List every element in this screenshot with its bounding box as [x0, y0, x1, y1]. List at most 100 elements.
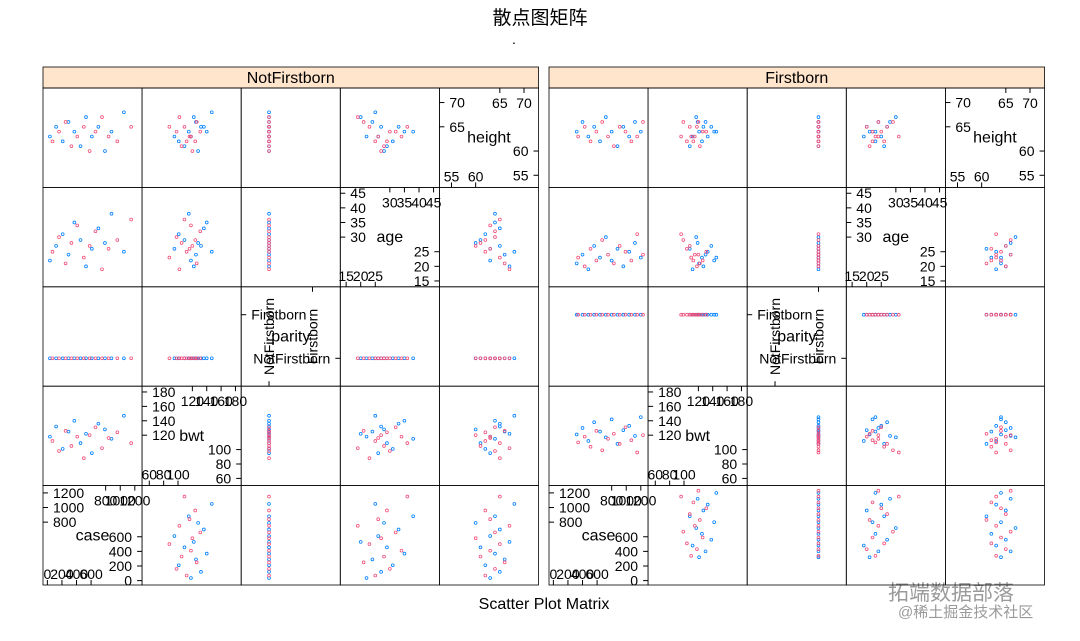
point	[681, 120, 686, 124]
point	[103, 356, 107, 361]
point	[267, 563, 271, 568]
point	[190, 536, 195, 541]
point	[498, 527, 502, 532]
point	[582, 434, 587, 439]
point	[696, 120, 701, 124]
point	[396, 356, 401, 361]
point	[382, 521, 386, 525]
x-tick-label: 120	[181, 393, 205, 409]
point	[182, 545, 187, 550]
point	[580, 252, 585, 257]
point	[1004, 420, 1008, 425]
point	[885, 420, 889, 425]
point	[816, 506, 821, 511]
point	[816, 442, 821, 446]
point	[103, 427, 107, 432]
point	[473, 244, 478, 248]
point	[1013, 526, 1018, 530]
point	[689, 312, 693, 317]
cell	[548, 186, 649, 288]
point	[488, 576, 492, 580]
point	[176, 232, 181, 236]
point	[633, 241, 637, 245]
point	[72, 129, 77, 134]
point	[867, 431, 872, 436]
cell	[746, 186, 847, 288]
point	[502, 560, 507, 565]
point	[209, 110, 214, 115]
point	[483, 573, 488, 578]
cell	[945, 186, 1045, 288]
point	[194, 560, 199, 565]
point	[193, 508, 198, 513]
point	[267, 523, 271, 528]
point	[507, 446, 512, 450]
y-tick-label: 800	[53, 514, 77, 530]
point	[576, 255, 580, 260]
point	[617, 442, 622, 446]
point	[202, 124, 206, 129]
point	[483, 430, 488, 435]
point	[989, 312, 994, 317]
point	[609, 417, 614, 422]
point	[1008, 426, 1013, 430]
point	[194, 120, 199, 124]
point	[267, 434, 271, 439]
point	[641, 312, 645, 317]
point	[690, 543, 695, 548]
point	[411, 356, 415, 361]
point	[267, 264, 271, 269]
point	[574, 312, 579, 317]
point	[84, 115, 88, 119]
point	[75, 356, 80, 361]
point	[385, 144, 389, 148]
point	[689, 134, 693, 139]
point	[592, 312, 596, 317]
point	[367, 356, 372, 361]
point	[382, 149, 386, 153]
point	[267, 220, 271, 225]
point	[621, 428, 626, 432]
point	[376, 451, 380, 455]
point	[78, 356, 83, 361]
point	[267, 241, 271, 245]
y-tick-label: 60	[216, 470, 232, 486]
point	[267, 267, 271, 272]
point	[385, 508, 389, 513]
point	[697, 129, 701, 134]
point	[704, 129, 709, 134]
point	[879, 502, 884, 507]
point	[488, 246, 492, 251]
point	[382, 356, 386, 361]
point	[267, 235, 271, 239]
point	[267, 413, 271, 418]
point	[882, 139, 886, 144]
point	[635, 134, 639, 139]
point	[106, 134, 111, 139]
point	[861, 134, 866, 139]
point	[84, 356, 88, 361]
y-tick-label: 65	[955, 119, 971, 135]
x-tick-label: NotFirstborn	[261, 298, 277, 375]
point	[78, 441, 83, 445]
point	[267, 508, 271, 513]
point	[100, 446, 104, 450]
point	[690, 267, 695, 272]
point	[393, 356, 398, 361]
point	[396, 421, 401, 426]
point	[873, 129, 878, 134]
point	[861, 543, 866, 548]
point	[870, 535, 875, 540]
point	[816, 115, 821, 119]
point	[873, 134, 878, 139]
point	[864, 547, 869, 551]
point	[989, 246, 994, 251]
point	[695, 124, 699, 129]
point	[194, 261, 199, 266]
point	[896, 312, 901, 317]
point	[198, 229, 203, 234]
point	[617, 244, 622, 248]
point	[498, 456, 502, 461]
point	[870, 429, 875, 433]
cell	[647, 87, 748, 188]
